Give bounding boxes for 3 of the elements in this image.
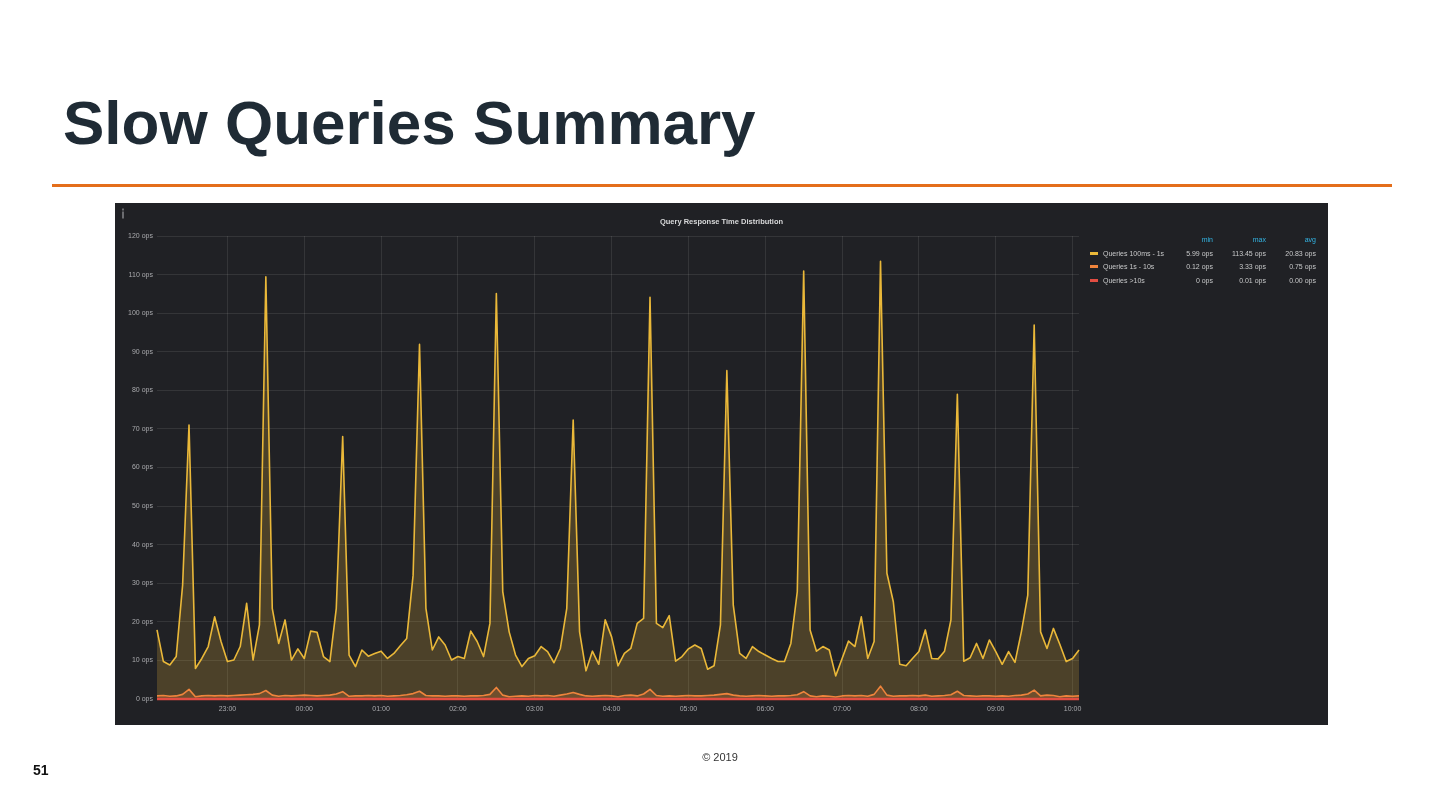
- chart-title: Slow Queries Summary: [63, 88, 756, 157]
- text: © 2019: [701, 751, 739, 763]
- text: 51: [33, 762, 49, 778]
